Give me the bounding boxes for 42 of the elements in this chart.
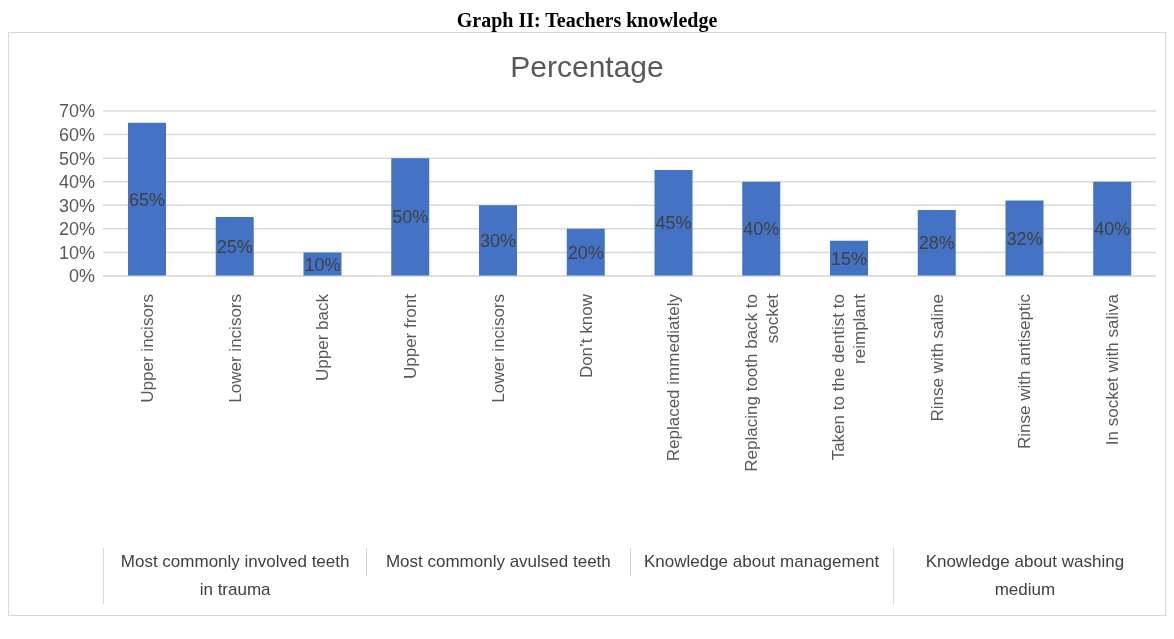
y-tick-label: 50% (58, 148, 95, 169)
data-label: 10% (304, 254, 341, 275)
bar (391, 158, 430, 276)
bar (742, 181, 781, 276)
y-tick-label: 20% (58, 219, 95, 240)
data-label: 65% (128, 189, 166, 210)
y-tick-label: 30% (58, 195, 95, 216)
x-tick-label: Rinse with antiseptic (1015, 293, 1035, 449)
text: Knowledge about washing medium (892, 548, 1156, 604)
data-label: 25% (216, 236, 253, 257)
data-label: 30% (479, 231, 517, 252)
data-label: 15% (830, 248, 868, 269)
x-tick-label: Upper front (401, 293, 421, 380)
bar (128, 122, 166, 276)
chart-title: Graph II: Teachers knowledge (455, 8, 719, 32)
data-label: 40% (743, 219, 780, 240)
y-tick-label: 0% (68, 266, 95, 287)
x-tick-label: Rinse with saline (927, 294, 947, 422)
x-tick-label: Upper incisors (137, 294, 157, 403)
data-label: 40% (1094, 219, 1131, 240)
text: Knowledge about management (629, 548, 893, 576)
bar (1093, 181, 1132, 276)
x-tick-label: Lower incisors (225, 294, 245, 403)
data-label: 32% (1006, 228, 1043, 249)
data-label: 50% (392, 207, 429, 228)
chart-subtitle: Percentage (509, 50, 665, 84)
y-tick-label: 70% (58, 101, 95, 122)
data-label: 28% (918, 233, 955, 254)
bar (654, 169, 693, 276)
x-tick-label: In socket with saliva (1103, 293, 1123, 446)
data-label: 45% (655, 213, 692, 234)
y-tick-label: 10% (58, 242, 95, 263)
y-tick-label: 40% (58, 172, 95, 193)
x-tick-label: Don’t know (576, 293, 596, 379)
data-label: 20% (567, 242, 604, 263)
y-tick-label: 60% (58, 124, 95, 145)
x-tick-label: Lower incisors (488, 294, 508, 403)
text: Most commonly involved teeth in trauma (103, 548, 367, 604)
x-tick-label: Replacing tooth back to socket (741, 293, 782, 472)
x-tick-label: Upper back (313, 293, 333, 381)
x-tick-label: Replaced immediately (664, 293, 684, 462)
text: Most commonly avulsed teeth (366, 548, 630, 576)
